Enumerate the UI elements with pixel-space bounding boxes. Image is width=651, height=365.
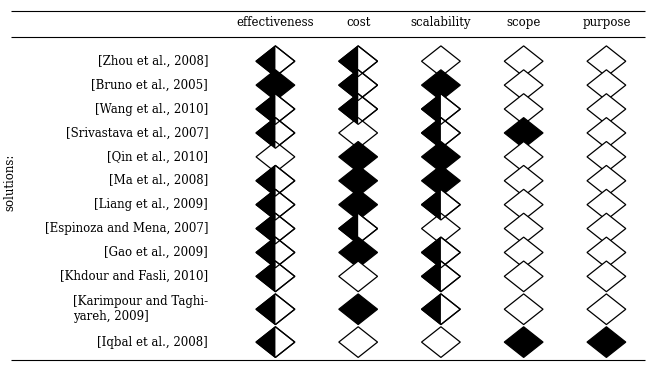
Polygon shape	[339, 118, 378, 148]
Polygon shape	[421, 327, 460, 357]
Polygon shape	[256, 213, 275, 244]
Text: [Gao et al., 2009]: [Gao et al., 2009]	[104, 246, 208, 259]
Polygon shape	[256, 165, 275, 196]
Text: [Srivastava et al., 2007]: [Srivastava et al., 2007]	[66, 126, 208, 139]
Polygon shape	[587, 189, 626, 220]
Polygon shape	[256, 46, 295, 77]
Text: [Karimpour and Taghi-
yareh, 2009]: [Karimpour and Taghi- yareh, 2009]	[73, 295, 208, 323]
Text: effectiveness: effectiveness	[236, 16, 314, 30]
Polygon shape	[587, 327, 626, 357]
Polygon shape	[339, 213, 378, 244]
Polygon shape	[339, 142, 378, 172]
Polygon shape	[339, 46, 358, 77]
Polygon shape	[256, 261, 275, 292]
Polygon shape	[421, 213, 460, 244]
Polygon shape	[505, 94, 543, 124]
Text: purpose: purpose	[582, 16, 631, 30]
Polygon shape	[505, 327, 543, 357]
Polygon shape	[339, 46, 378, 77]
Polygon shape	[256, 294, 275, 324]
Polygon shape	[339, 213, 358, 244]
Polygon shape	[256, 237, 295, 268]
Polygon shape	[421, 237, 460, 268]
Polygon shape	[256, 189, 295, 220]
Polygon shape	[587, 46, 626, 77]
Polygon shape	[587, 261, 626, 292]
Polygon shape	[587, 94, 626, 124]
Polygon shape	[421, 165, 460, 196]
Polygon shape	[256, 327, 295, 357]
Polygon shape	[256, 213, 295, 244]
Polygon shape	[505, 118, 543, 148]
Text: [Zhou et al., 2008]: [Zhou et al., 2008]	[98, 55, 208, 68]
Polygon shape	[505, 46, 543, 77]
Polygon shape	[339, 294, 378, 324]
Polygon shape	[421, 261, 460, 292]
Polygon shape	[256, 294, 295, 324]
Polygon shape	[505, 261, 543, 292]
Polygon shape	[339, 94, 378, 124]
Polygon shape	[587, 118, 626, 148]
Text: [Espinoza and Mena, 2007]: [Espinoza and Mena, 2007]	[45, 222, 208, 235]
Polygon shape	[505, 70, 543, 100]
Polygon shape	[505, 165, 543, 196]
Polygon shape	[505, 237, 543, 268]
Polygon shape	[256, 261, 295, 292]
Polygon shape	[587, 294, 626, 324]
Polygon shape	[339, 237, 378, 268]
Text: [Khdour and Fasli, 2010]: [Khdour and Fasli, 2010]	[60, 270, 208, 283]
Polygon shape	[505, 189, 543, 220]
Polygon shape	[587, 70, 626, 100]
Polygon shape	[339, 70, 378, 100]
Polygon shape	[505, 142, 543, 172]
Polygon shape	[339, 327, 378, 357]
Polygon shape	[256, 327, 275, 357]
Polygon shape	[256, 70, 295, 100]
Polygon shape	[339, 70, 358, 100]
Polygon shape	[256, 118, 275, 148]
Polygon shape	[587, 213, 626, 244]
Polygon shape	[421, 261, 441, 292]
Polygon shape	[587, 237, 626, 268]
Polygon shape	[421, 294, 460, 324]
Polygon shape	[421, 118, 460, 148]
Polygon shape	[256, 165, 295, 196]
Polygon shape	[256, 46, 275, 77]
Polygon shape	[256, 189, 275, 220]
Polygon shape	[256, 237, 275, 268]
Polygon shape	[421, 142, 460, 172]
Text: [Qin et al., 2010]: [Qin et al., 2010]	[107, 150, 208, 164]
Polygon shape	[421, 94, 441, 124]
Polygon shape	[421, 94, 460, 124]
Text: [Bruno et al., 2005]: [Bruno et al., 2005]	[91, 78, 208, 92]
Polygon shape	[587, 165, 626, 196]
Polygon shape	[587, 142, 626, 172]
Polygon shape	[421, 189, 441, 220]
Text: [Liang et al., 2009]: [Liang et al., 2009]	[94, 198, 208, 211]
Polygon shape	[421, 70, 460, 100]
Polygon shape	[421, 237, 441, 268]
Text: scalability: scalability	[411, 16, 471, 30]
Polygon shape	[339, 94, 358, 124]
Polygon shape	[256, 94, 295, 124]
Polygon shape	[256, 118, 295, 148]
Polygon shape	[339, 189, 378, 220]
Polygon shape	[505, 213, 543, 244]
Polygon shape	[256, 142, 295, 172]
Polygon shape	[421, 46, 460, 77]
Polygon shape	[339, 261, 378, 292]
Polygon shape	[421, 189, 460, 220]
Text: [Iqbal et al., 2008]: [Iqbal et al., 2008]	[98, 335, 208, 349]
Polygon shape	[256, 94, 275, 124]
Polygon shape	[421, 294, 441, 324]
Text: [Wang et al., 2010]: [Wang et al., 2010]	[95, 103, 208, 116]
Text: solutions:: solutions:	[3, 154, 16, 211]
Text: [Ma et al., 2008]: [Ma et al., 2008]	[109, 174, 208, 187]
Polygon shape	[505, 294, 543, 324]
Polygon shape	[339, 165, 378, 196]
Polygon shape	[421, 118, 441, 148]
Text: scope: scope	[506, 16, 541, 30]
Text: cost: cost	[346, 16, 370, 30]
